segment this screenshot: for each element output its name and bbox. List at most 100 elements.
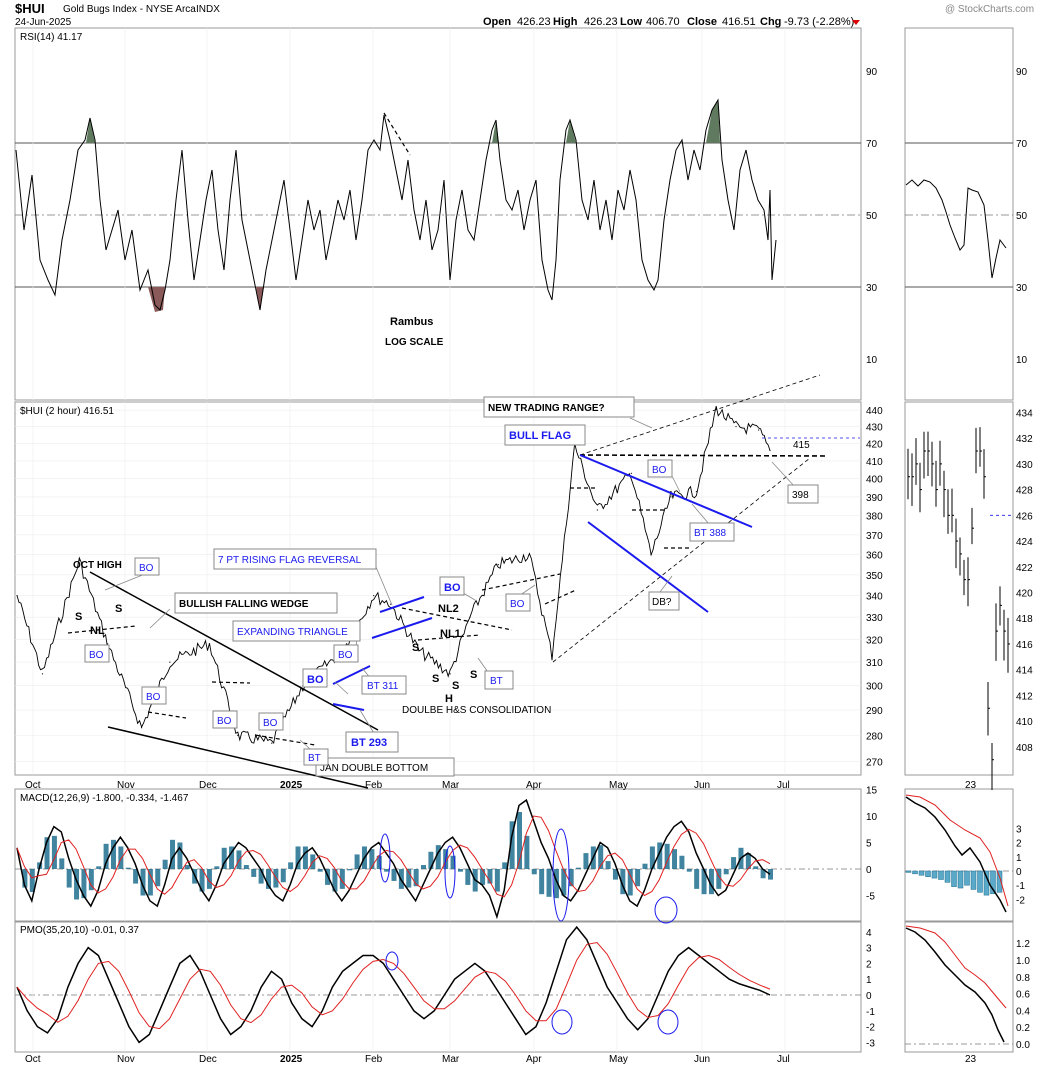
price-point [271, 742, 273, 744]
price-inset-tick-label: 422 [1016, 563, 1033, 574]
bo-callout: BO [333, 644, 359, 663]
price-tick-label: 380 [866, 512, 883, 523]
bo-callout: BO [302, 668, 328, 688]
pmo-tick-label: 1 [866, 975, 872, 986]
macd-hist-bar [125, 867, 131, 869]
head-label: H [445, 693, 453, 705]
macd-inset-histogram [905, 870, 1003, 896]
macd-hist-bar [568, 869, 574, 887]
macd-hist-bar [539, 869, 545, 895]
macd-hist-bar [502, 862, 508, 869]
chart-date: 24-Jun-2025 [15, 17, 72, 28]
price-inset-tick-label: 420 [1016, 589, 1033, 600]
macd-inset-hist-bar [931, 870, 938, 879]
price-inset-tick-label: 432 [1016, 434, 1033, 445]
macd-hist-bar [531, 869, 537, 875]
close-label: Close [687, 16, 717, 28]
price-panel [14, 401, 862, 776]
svg-text:BO: BO [307, 674, 324, 686]
price-x-label: Jun [694, 780, 710, 791]
macd-hist-bar [280, 869, 286, 883]
neckline-cons [481, 573, 561, 591]
pmo-title: PMO(35,20,10) -0.01, 0.37 [20, 925, 139, 936]
macd-hist-bar [347, 869, 353, 871]
macd-line [16, 798, 771, 920]
pmo-x-label: Dec [199, 1054, 217, 1065]
macd-hist-bar [199, 869, 205, 892]
rsi-inset-tick-label: 30 [1016, 283, 1028, 294]
svg-text:BT 293: BT 293 [351, 737, 387, 749]
price-point [418, 650, 420, 652]
rising-flag-upper-line [379, 596, 425, 613]
macd-hist-bar [384, 869, 390, 872]
macd-tick-label: 10 [866, 812, 878, 823]
price-point [497, 563, 499, 566]
price-inset-tick-label: 434 [1016, 408, 1033, 419]
bo-callouts: BO BO BO BO BO BO BO BO BO BO [84, 459, 673, 731]
macd-inset-hist-bar [905, 870, 912, 873]
macd-hist-bar [66, 869, 72, 888]
panel-frames [14, 27, 1014, 1053]
macd-inset-hist-bar [996, 870, 1003, 893]
grid-lines [15, 28, 1013, 1052]
pmo-inset-tick-label: 0.8 [1016, 973, 1030, 984]
neckline-label: NL1 [440, 628, 461, 640]
macd-inset-signal [905, 794, 1009, 907]
pmo-line [16, 925, 771, 1044]
pmo-inset-signal [905, 925, 1007, 1009]
price-point [16, 595, 18, 597]
macd-hist-bar [686, 869, 692, 872]
macd-hist-bar [450, 855, 456, 869]
price-point [41, 673, 44, 675]
price-tick-label: 400 [866, 475, 883, 486]
macd-hist-bar [583, 853, 589, 869]
macd-title: MACD(12,26,9) -1.800, -0.334, -1.467 [20, 793, 189, 804]
price-inset-tick-label: 426 [1016, 511, 1033, 522]
macd-hist-bar [517, 812, 522, 869]
bull-flag-lower-line [587, 521, 709, 613]
macd-hist-bar [708, 869, 714, 895]
pmo-x-label: Feb [365, 1054, 383, 1065]
price-x-label: Nov [117, 780, 135, 791]
price-x-label: Dec [199, 780, 217, 791]
macd-hist-bar [524, 835, 530, 869]
trading-range-upper-line [579, 374, 821, 456]
macd-hist-bar [110, 839, 116, 869]
rsi-panel [14, 27, 862, 401]
svg-text:PMO(35,20,10) -0.01, 0.37: PMO(35,20,10) -0.01, 0.37 [20, 925, 139, 936]
macd-inset-hist-bar [970, 870, 977, 890]
price-inset-tick-label: 428 [1016, 486, 1033, 497]
macd-hist-bar [295, 846, 301, 869]
macd-inset-tick-label: 0 [1016, 867, 1022, 878]
macd-hist-bar [44, 837, 50, 869]
macd-hist-bar [642, 863, 648, 869]
pmo-tick-label: -1 [866, 1007, 875, 1018]
price-x-label: Oct [25, 780, 41, 791]
macd-inset-tick-label: 2 [1016, 839, 1022, 850]
price-tick-label: 440 [866, 406, 883, 417]
watermark: @ StockCharts.com [945, 4, 1034, 15]
rsi-inset-tick-label: 90 [1016, 67, 1028, 78]
macd-hist-bar [81, 869, 87, 899]
level-415-line [579, 454, 826, 457]
rising-flag-lower-line [371, 617, 433, 639]
shoulder-label: S [432, 673, 439, 685]
shoulder-label: S [412, 642, 419, 654]
rsi-tick-label: 70 [866, 139, 878, 150]
rsi-overbought-fill [566, 120, 576, 143]
price-point [695, 490, 697, 493]
macd-hist-bar [487, 869, 493, 884]
pmo-inset-tick-label: 0.6 [1016, 990, 1030, 1001]
wedge-upper-line [89, 571, 379, 731]
wedge-lower-line [107, 726, 369, 789]
macd-hist-bar [74, 869, 80, 900]
rambus-label: Rambus [390, 316, 433, 328]
pmo-x-label: Apr [526, 1054, 542, 1065]
macd-inset-tick-label: 3 [1016, 824, 1022, 835]
macd-highlight-ellipses [379, 828, 678, 924]
price-tick-label: 270 [866, 758, 883, 769]
macd-hist-bar [229, 846, 235, 869]
price-tick-label: 350 [866, 571, 883, 582]
macd-hist-bar [553, 869, 559, 899]
